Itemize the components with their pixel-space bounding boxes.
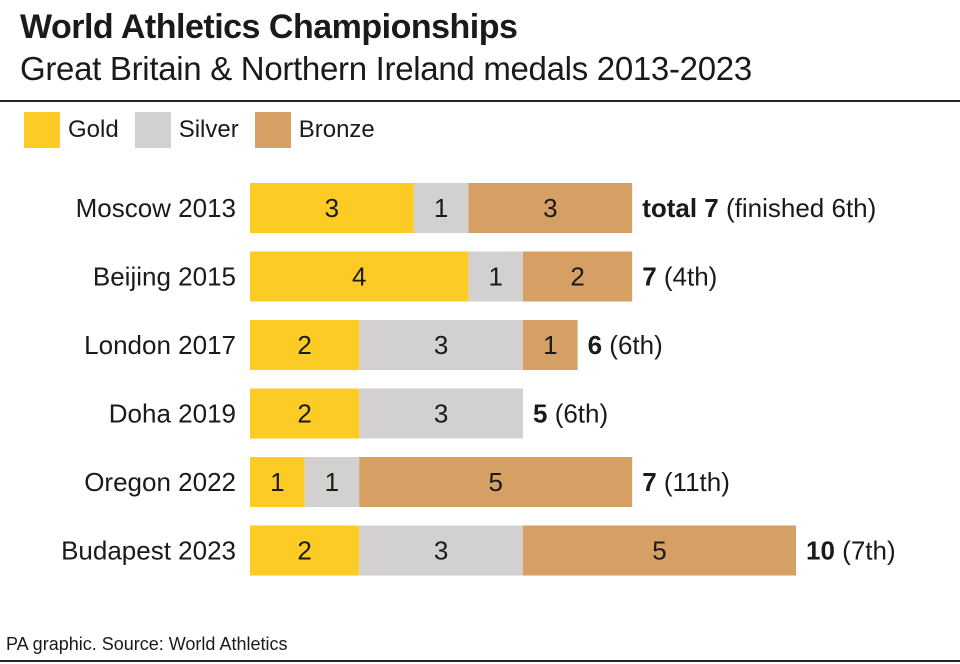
- category-label-budapest-2023: Budapest 2023: [61, 536, 236, 566]
- legend: Gold Silver Bronze: [24, 112, 391, 148]
- category-label-doha-2019: Doha 2019: [109, 399, 236, 429]
- bar-value-bronze-london-2017: 1: [543, 330, 557, 360]
- bottom-divider: [0, 660, 960, 662]
- bar-value-gold-london-2017: 2: [297, 330, 311, 360]
- bar-value-bronze-beijing-2015: 2: [570, 262, 584, 292]
- category-label-oregon-2022: Oregon 2022: [84, 467, 236, 497]
- legend-label-bronze: Bronze: [298, 116, 375, 143]
- bar-bronze-moscow-2013: [468, 183, 633, 233]
- total-label-beijing-2015: 7 (4th): [642, 262, 717, 292]
- bar-value-bronze-oregon-2022: 5: [488, 467, 502, 497]
- bar-value-gold-doha-2019: 2: [297, 399, 311, 429]
- legend-label-silver: Silver: [178, 116, 239, 143]
- bar-value-bronze-moscow-2013: 3: [543, 193, 557, 223]
- legend-swatch-gold: [24, 112, 60, 148]
- bar-bronze-beijing-2015: [523, 251, 633, 302]
- top-divider: [0, 100, 960, 102]
- legend-item-bronze: Bronze: [254, 112, 375, 148]
- chart-title: World Athletics Championships: [20, 8, 518, 46]
- total-label-london-2017: 6 (6th): [588, 330, 663, 360]
- total-label-doha-2019: 5 (6th): [533, 399, 608, 429]
- bar-value-silver-oregon-2022: 1: [325, 467, 339, 497]
- bar-bronze-oregon-2022: [359, 457, 633, 507]
- bar-silver-doha-2019: [359, 388, 523, 439]
- bar-value-silver-london-2017: 3: [434, 330, 448, 360]
- bar-silver-moscow-2013: [413, 183, 469, 233]
- bar-value-gold-budapest-2023: 2: [297, 536, 311, 566]
- category-label-london-2017: London 2017: [84, 330, 236, 360]
- bar-value-silver-beijing-2015: 1: [488, 262, 502, 292]
- stacked-bar-chart: Moscow 2013 3 1 3 total 7 (finished 6th) Beij…: [61, 183, 896, 576]
- bar-value-bronze-budapest-2023: 5: [652, 536, 666, 566]
- bar-silver-beijing-2015: [468, 251, 523, 302]
- bar-gold-oregon-2022: [250, 457, 305, 507]
- bar-gold-london-2017: [250, 320, 360, 370]
- bar-gold-doha-2019: [250, 388, 360, 439]
- bar-gold-beijing-2015: [250, 251, 469, 302]
- bar-silver-budapest-2023: [359, 525, 523, 576]
- bar-gold-budapest-2023: [250, 525, 360, 576]
- total-label-oregon-2022: 7 (11th): [642, 467, 730, 497]
- bar-gold-moscow-2013: [250, 183, 414, 233]
- bar-silver-oregon-2022: [304, 457, 360, 507]
- bar-bronze-budapest-2023: [523, 525, 796, 576]
- legend-swatch-silver: [134, 112, 171, 148]
- chart-subtitle: Great Britain & Northern Ireland medals …: [20, 50, 752, 87]
- bar-silver-london-2017: [359, 320, 523, 370]
- bar-value-silver-doha-2019: 3: [434, 399, 448, 429]
- legend-item-gold: Gold: [24, 112, 119, 148]
- legend-label-gold: Gold: [68, 116, 119, 143]
- bar-bronze-london-2017: [523, 320, 578, 370]
- total-label-moscow-2013: total 7 (finished 6th): [642, 193, 876, 223]
- bar-value-gold-oregon-2022: 1: [270, 467, 284, 497]
- bar-value-silver-moscow-2013: 1: [434, 193, 448, 223]
- source-note: PA graphic. Source: World Athletics: [6, 634, 288, 654]
- legend-item-silver: Silver: [134, 112, 239, 148]
- total-label-budapest-2023: 10 (7th): [806, 536, 896, 566]
- bar-value-gold-beijing-2015: 4: [352, 262, 366, 292]
- bar-value-gold-moscow-2013: 3: [325, 193, 339, 223]
- bar-value-silver-budapest-2023: 3: [434, 536, 448, 566]
- legend-swatch-bronze: [254, 112, 291, 148]
- category-label-beijing-2015: Beijing 2015: [93, 262, 236, 292]
- category-label-moscow-2013: Moscow 2013: [76, 193, 236, 223]
